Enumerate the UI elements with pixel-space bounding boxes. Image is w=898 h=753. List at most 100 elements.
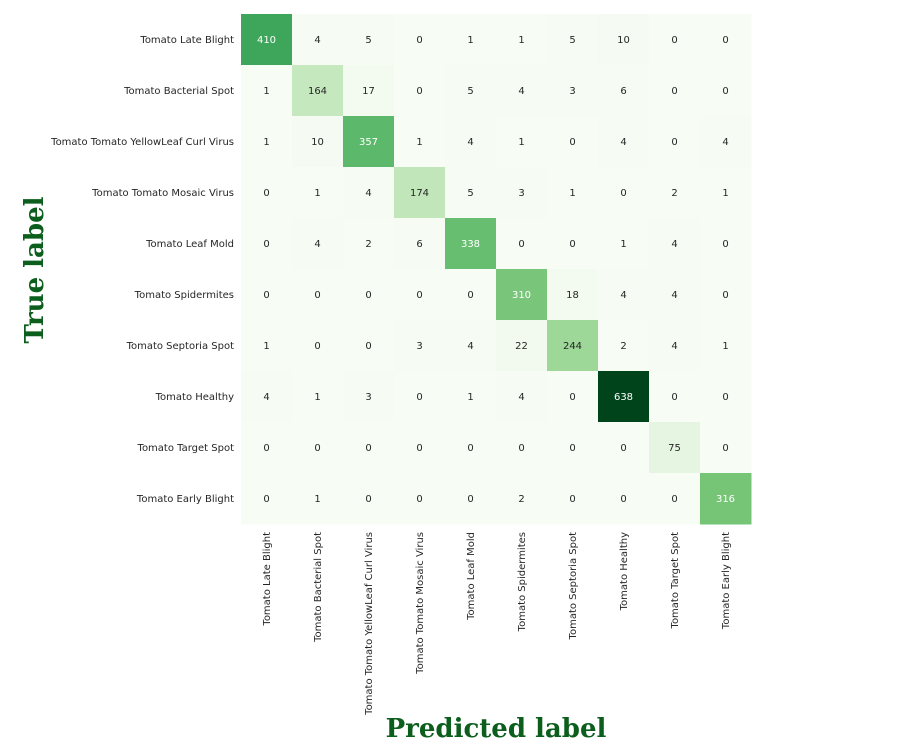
heatmap-cell (292, 422, 344, 474)
heatmap-cell (649, 65, 701, 117)
heatmap-cell-label: 0 (671, 392, 677, 403)
heatmap-cell (394, 65, 446, 117)
heatmap-cell (241, 269, 293, 321)
x-tick-label: Tomato Spidermites (517, 532, 528, 632)
x-tick-label: Tomato Tomato YellowLeaf Curl Virus (364, 532, 375, 716)
heatmap-cell-label: 0 (263, 494, 269, 505)
heatmap-cell-label: 0 (722, 443, 728, 454)
heatmap-cell (343, 14, 395, 66)
heatmap-cell-label: 22 (515, 341, 528, 352)
heatmap-cell-label: 17 (362, 86, 375, 97)
heatmap-cell (700, 218, 752, 270)
heatmap-cell-label: 1 (467, 35, 473, 46)
heatmap-cell (598, 218, 650, 270)
heatmap-cell (496, 473, 548, 525)
heatmap-cell (547, 14, 599, 66)
heatmap-cell-label: 0 (671, 86, 677, 97)
y-tick-label: Tomato Bacterial Spot (123, 86, 234, 97)
x-tick-label: Tomato Target Spot (670, 532, 681, 630)
heatmap-cell (292, 269, 344, 321)
heatmap-cell-label: 0 (671, 35, 677, 46)
heatmap-cell (547, 218, 599, 270)
heatmap-cell-label: 3 (569, 86, 575, 97)
heatmap-cell (343, 218, 395, 270)
heatmap-cell (700, 473, 752, 525)
heatmap-cell-label: 0 (365, 443, 371, 454)
heatmap-cell-label: 0 (671, 494, 677, 505)
heatmap-cell (292, 371, 344, 423)
heatmap-cell (700, 320, 752, 372)
heatmap-cells (241, 14, 752, 525)
heatmap-cell (445, 167, 497, 219)
x-tick-label: Tomato Healthy (619, 532, 630, 611)
heatmap-cell (394, 320, 446, 372)
heatmap-cell-label: 2 (671, 188, 677, 199)
heatmap-cell-label: 1 (722, 188, 728, 199)
heatmap-cell (649, 167, 701, 219)
heatmap-cell-label: 0 (671, 137, 677, 148)
heatmap-cell-label: 2 (620, 341, 626, 352)
heatmap-cell-label: 0 (365, 341, 371, 352)
heatmap-cell (445, 269, 497, 321)
heatmap-cell (496, 14, 548, 66)
heatmap-cell (598, 320, 650, 372)
heatmap-cell-label: 4 (671, 290, 677, 301)
heatmap-cell (700, 14, 752, 66)
heatmap-cell-label: 5 (569, 35, 575, 46)
heatmap-cell-label: 3 (518, 188, 524, 199)
y-tick-label: Tomato Healthy (155, 392, 234, 403)
heatmap-cell-label: 0 (569, 443, 575, 454)
heatmap-cell (649, 320, 701, 372)
heatmap-cell-label: 0 (314, 290, 320, 301)
y-tick-label: Tomato Tomato Mosaic Virus (91, 188, 234, 199)
heatmap-cell (343, 320, 395, 372)
y-tick-label: Tomato Tomato YellowLeaf Curl Virus (50, 137, 234, 148)
heatmap-cell (445, 371, 497, 423)
heatmap-cell (394, 269, 446, 321)
heatmap-cell (700, 65, 752, 117)
y-tick-label: Tomato Late Blight (139, 35, 234, 46)
heatmap-cell (241, 473, 293, 525)
heatmap-cell-label: 10 (311, 137, 324, 148)
heatmap-cell-label: 0 (467, 443, 473, 454)
heatmap-cell-label: 6 (620, 86, 626, 97)
heatmap-cell-label: 5 (467, 86, 473, 97)
heatmap-cell (445, 320, 497, 372)
heatmap-cell-label: 1 (722, 341, 728, 352)
heatmap-cell-label: 0 (416, 494, 422, 505)
heatmap-cell (598, 371, 650, 423)
heatmap-cell (445, 116, 497, 168)
heatmap-cell-label: 4 (314, 239, 320, 250)
heatmap-cell-label: 0 (416, 290, 422, 301)
heatmap-cell-label: 6 (416, 239, 422, 250)
heatmap-cell (496, 269, 548, 321)
heatmap-cell-label: 4 (671, 239, 677, 250)
heatmap-cell-label: 0 (314, 443, 320, 454)
heatmap-cell-label: 0 (263, 443, 269, 454)
heatmap-cell (241, 218, 293, 270)
heatmap-cell-label: 75 (668, 443, 681, 454)
x-axis-title: Predicted label (386, 714, 607, 744)
heatmap-cell-label: 0 (569, 137, 575, 148)
y-tick-label: Tomato Early Blight (136, 494, 234, 505)
heatmap-cell (292, 218, 344, 270)
heatmap-cell-label: 0 (620, 188, 626, 199)
heatmap-cell (598, 167, 650, 219)
heatmap-cell (241, 320, 293, 372)
heatmap-cell-label: 1 (314, 494, 320, 505)
heatmap-cell (700, 371, 752, 423)
heatmap-cell-label: 638 (614, 392, 633, 403)
heatmap-cell (343, 65, 395, 117)
heatmap-cell-label: 4 (722, 137, 728, 148)
heatmap-cell-label: 0 (722, 239, 728, 250)
heatmap-cell (394, 167, 446, 219)
heatmap-cell-label: 0 (722, 35, 728, 46)
heatmap-cell-label: 1 (416, 137, 422, 148)
heatmap-cell-label: 0 (416, 392, 422, 403)
heatmap-cell-label: 4 (671, 341, 677, 352)
heatmap-cell-label: 0 (722, 290, 728, 301)
heatmap-cell (598, 422, 650, 474)
heatmap-cell (292, 320, 344, 372)
x-tick-label: Tomato Septoria Spot (568, 532, 579, 641)
heatmap-cell-label: 3 (416, 341, 422, 352)
